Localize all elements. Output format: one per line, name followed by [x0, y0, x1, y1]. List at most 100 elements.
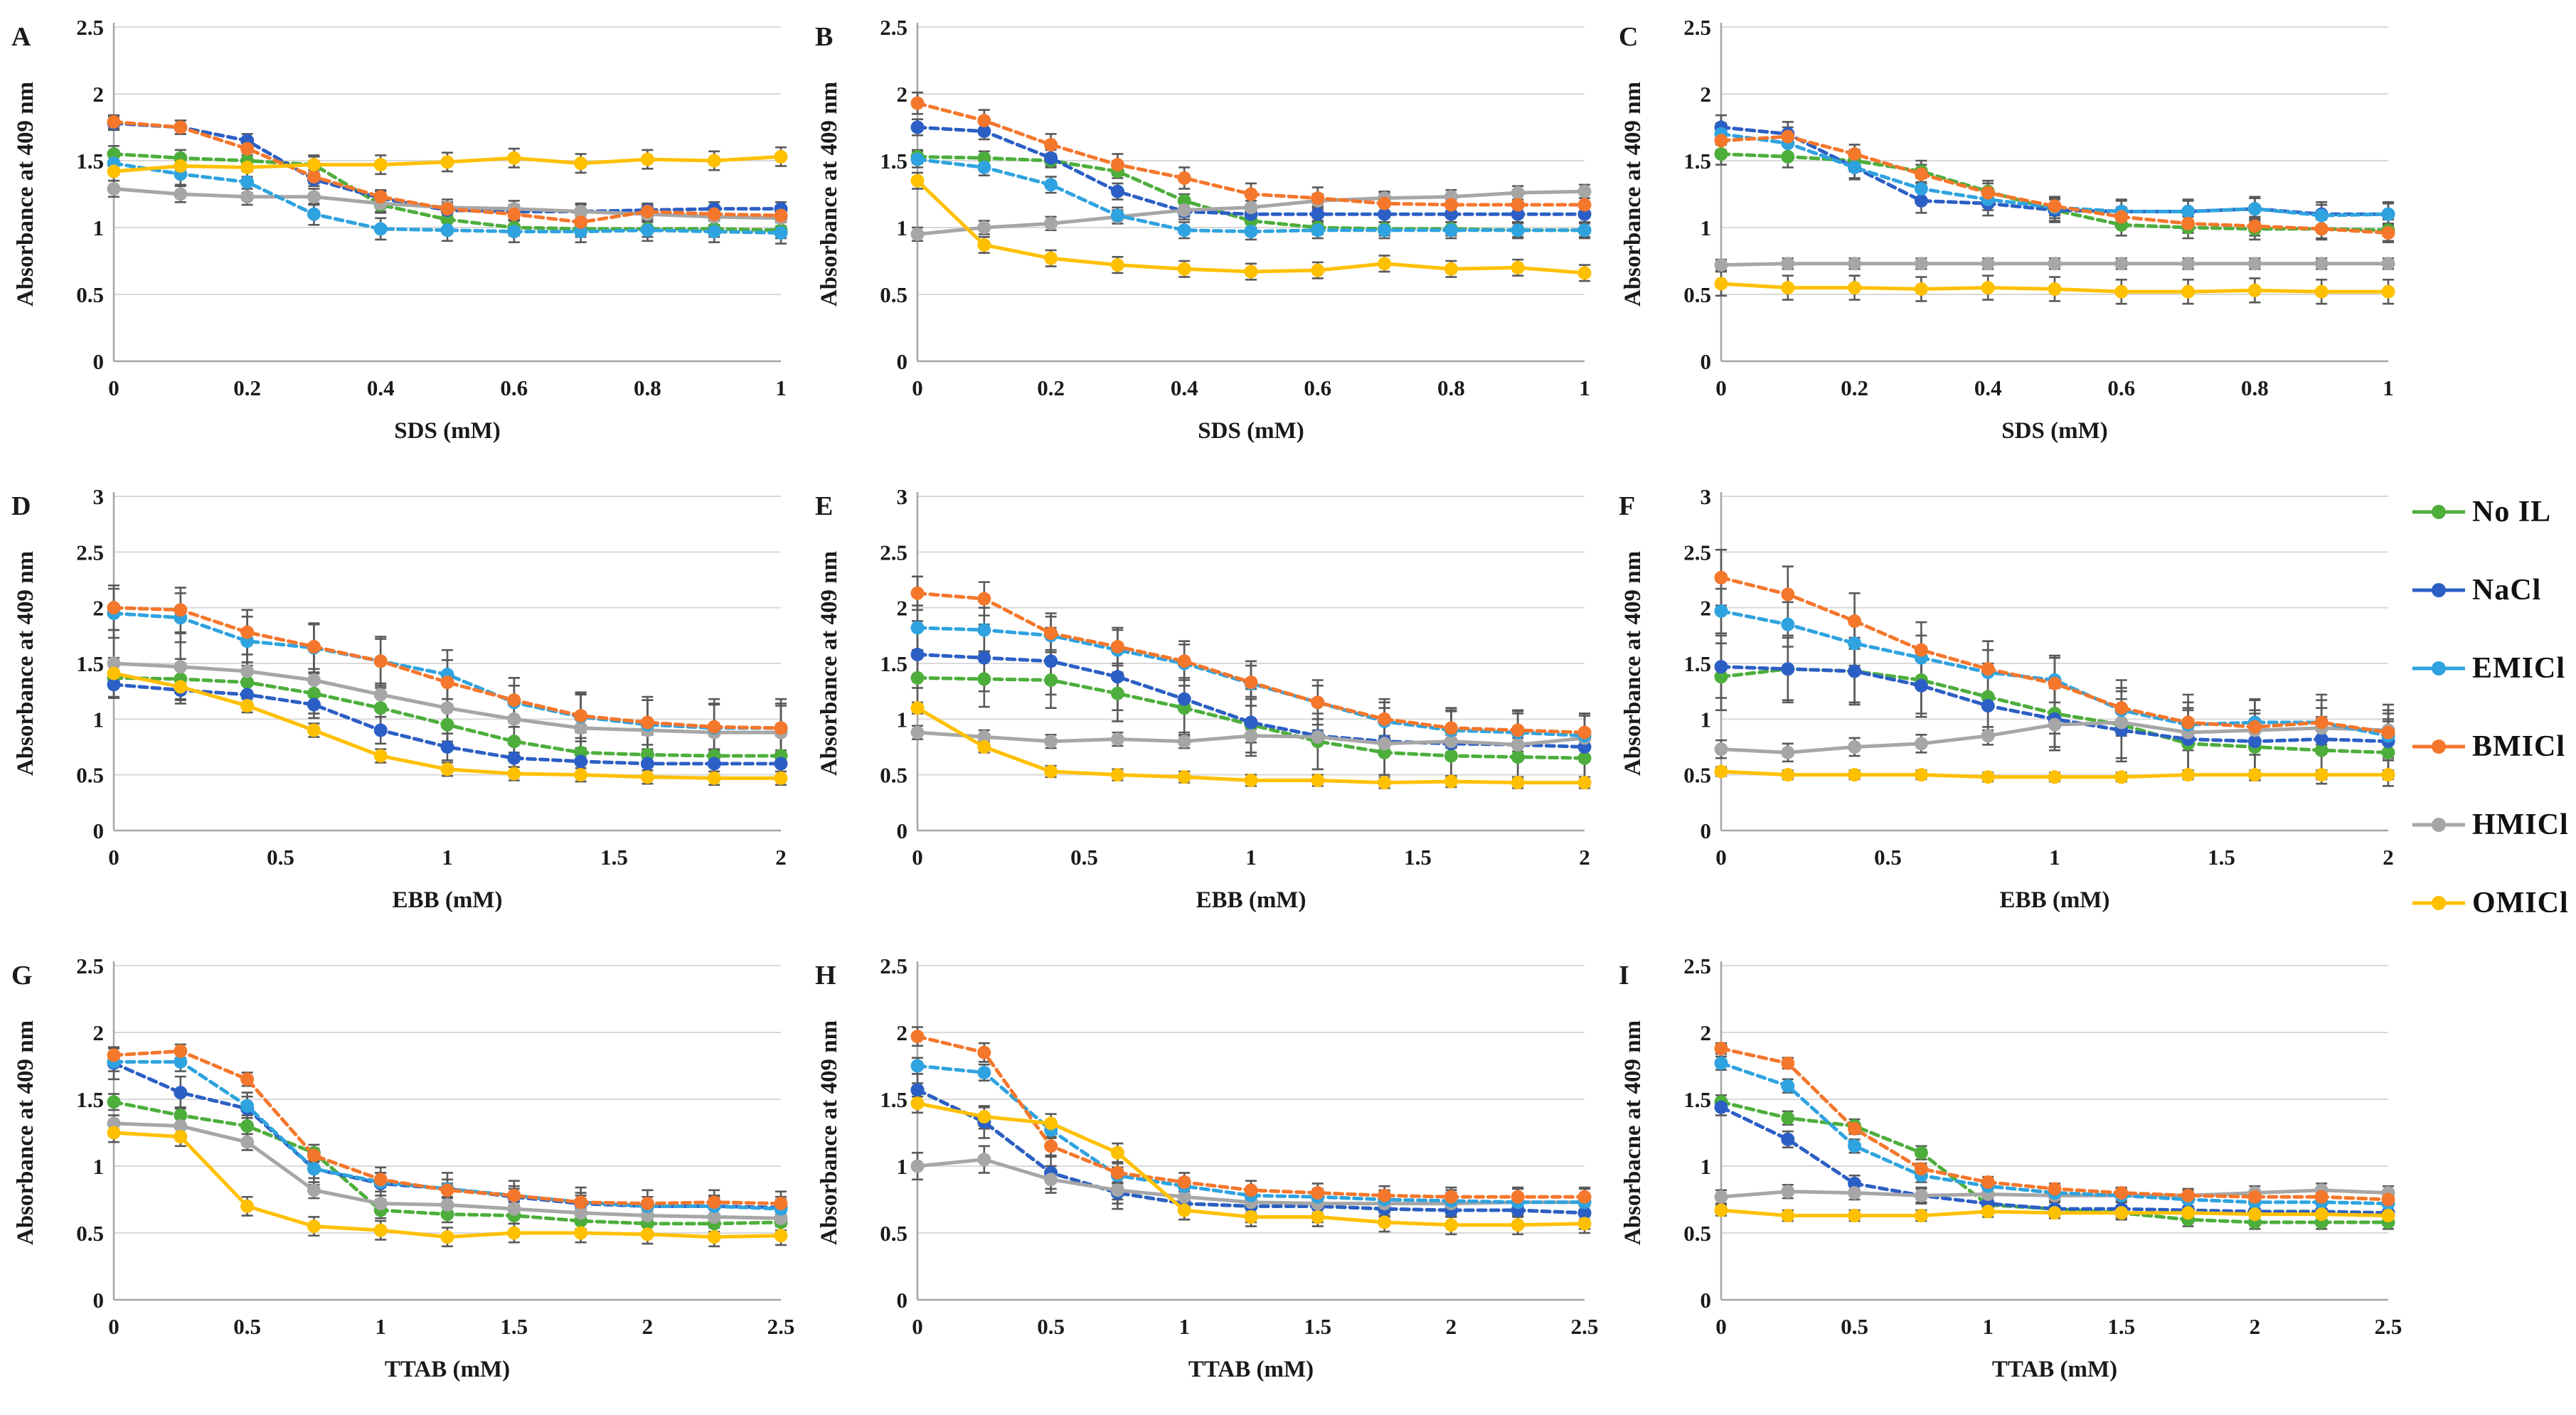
- data-point: [440, 717, 454, 732]
- data-point: [640, 770, 654, 784]
- y-tick-label: 3: [1701, 484, 1712, 509]
- data-point: [910, 671, 925, 685]
- data-point: [1714, 1190, 1728, 1204]
- data-point: [1981, 257, 1995, 271]
- data-point: [1714, 277, 1728, 291]
- error-bars-bmicl: [108, 584, 787, 752]
- data-point: [107, 678, 121, 692]
- data-point: [1044, 137, 1058, 151]
- y-tick-label: 1.5: [1683, 651, 1711, 676]
- data-point: [440, 223, 454, 237]
- y-tick-label: 2: [93, 82, 105, 107]
- data-point: [1244, 225, 1258, 239]
- data-point: [1244, 201, 1258, 215]
- x-tick-label: 1: [2383, 375, 2394, 400]
- data-point: [574, 1226, 588, 1240]
- data-point: [2048, 717, 2062, 732]
- series-line: [1719, 1105, 2390, 1215]
- data-point: [1511, 737, 1525, 752]
- data-point: [2181, 715, 2196, 730]
- data-point: [507, 207, 521, 221]
- data-point: [2181, 216, 2196, 230]
- data-point: [1848, 740, 1862, 754]
- data-point: [107, 656, 121, 671]
- data-point: [574, 215, 588, 229]
- x-axis-title: EBB (mM): [1196, 887, 1306, 913]
- y-tick-label: 0: [93, 1288, 105, 1313]
- data-point: [574, 1195, 588, 1210]
- panel-c-chart: 0 0.5 1 1.5 2 2.5 0 0.2 0.4 0.6 0.8 1 Absorbance at …: [1619, 15, 2395, 444]
- data-point: [240, 1072, 255, 1086]
- data-point: [774, 208, 788, 223]
- data-point: [373, 158, 388, 172]
- data-point: [107, 1095, 121, 1109]
- data-point: [307, 698, 321, 712]
- y-tick-label: 2: [93, 596, 105, 621]
- data-point: [707, 1210, 721, 1224]
- data-point: [1981, 281, 1995, 295]
- data-point: [2114, 1186, 2129, 1200]
- data-point: [910, 725, 925, 739]
- data-point: [574, 709, 588, 723]
- data-point: [574, 721, 588, 735]
- data-point: [910, 1159, 925, 1173]
- data-point: [2048, 1182, 2062, 1196]
- series-omicl: [910, 173, 1592, 280]
- data-point: [2247, 257, 2262, 271]
- data-point: [307, 723, 321, 737]
- data-point: [1848, 1121, 1862, 1136]
- data-point: [910, 1096, 925, 1111]
- series-bmicl: [107, 114, 788, 229]
- data-point: [2381, 1209, 2395, 1223]
- panel-letter: B: [815, 22, 833, 52]
- x-tick-label: 2: [642, 1314, 654, 1339]
- data-point: [2247, 720, 2262, 734]
- y-tick-label: 0: [93, 818, 105, 843]
- data-point: [2048, 199, 2062, 213]
- panel-h: 0 0.5 1 1.5 2 2.5 0 0.5 1 1.5 2 2.5 Absorbance at 40…: [804, 939, 1607, 1408]
- data-point: [1110, 184, 1124, 198]
- data-point: [2247, 735, 2262, 749]
- data-point: [2381, 207, 2395, 221]
- data-point: [1914, 282, 1928, 296]
- data-point: [1714, 1203, 1728, 1217]
- data-point: [2181, 1188, 2196, 1202]
- data-point: [1714, 764, 1728, 779]
- error-bars-bmicl: [912, 1026, 1590, 1207]
- data-point: [1714, 1042, 1728, 1056]
- data-point: [2114, 257, 2129, 271]
- y-tick-label: 2.5: [880, 540, 908, 565]
- series-line: [112, 606, 783, 730]
- x-tick-label: 0: [108, 375, 119, 400]
- data-point: [1511, 186, 1525, 200]
- data-point: [240, 664, 255, 678]
- data-point: [440, 701, 454, 715]
- series-line: [915, 1035, 1587, 1199]
- data-point: [1244, 774, 1258, 787]
- y-tick-label: 1.5: [880, 149, 908, 173]
- y-tick-label: 2: [1701, 1020, 1712, 1045]
- data-point: [1714, 258, 1728, 272]
- panel-letter: D: [11, 491, 31, 521]
- data-point: [1177, 692, 1191, 706]
- x-tick-label: 0.6: [500, 375, 528, 400]
- y-tick-label: 1.5: [880, 1087, 908, 1112]
- data-point: [1311, 207, 1325, 221]
- legend-item-emicl: EMICl: [2411, 651, 2576, 685]
- panel-f: 0 0.5 1 1.5 2 2.5 3 0 0.5 1 1.5 2 Absorbance at 409 …: [1607, 469, 2411, 939]
- data-point: [240, 1199, 255, 1213]
- data-point: [2048, 1206, 2062, 1220]
- x-tick-label: 0.4: [1974, 375, 2002, 400]
- data-point: [2314, 222, 2328, 236]
- data-point: [977, 1109, 991, 1123]
- data-point: [107, 601, 121, 615]
- data-point: [507, 1226, 521, 1240]
- data-point: [440, 1207, 454, 1222]
- data-point: [2314, 257, 2328, 271]
- x-tick-label: 1: [442, 845, 453, 870]
- data-point: [1311, 191, 1325, 205]
- data-point: [977, 220, 991, 235]
- error-bars-bmicl: [1715, 1042, 2394, 1206]
- data-point: [507, 735, 521, 749]
- y-tick-label: 1: [93, 707, 105, 732]
